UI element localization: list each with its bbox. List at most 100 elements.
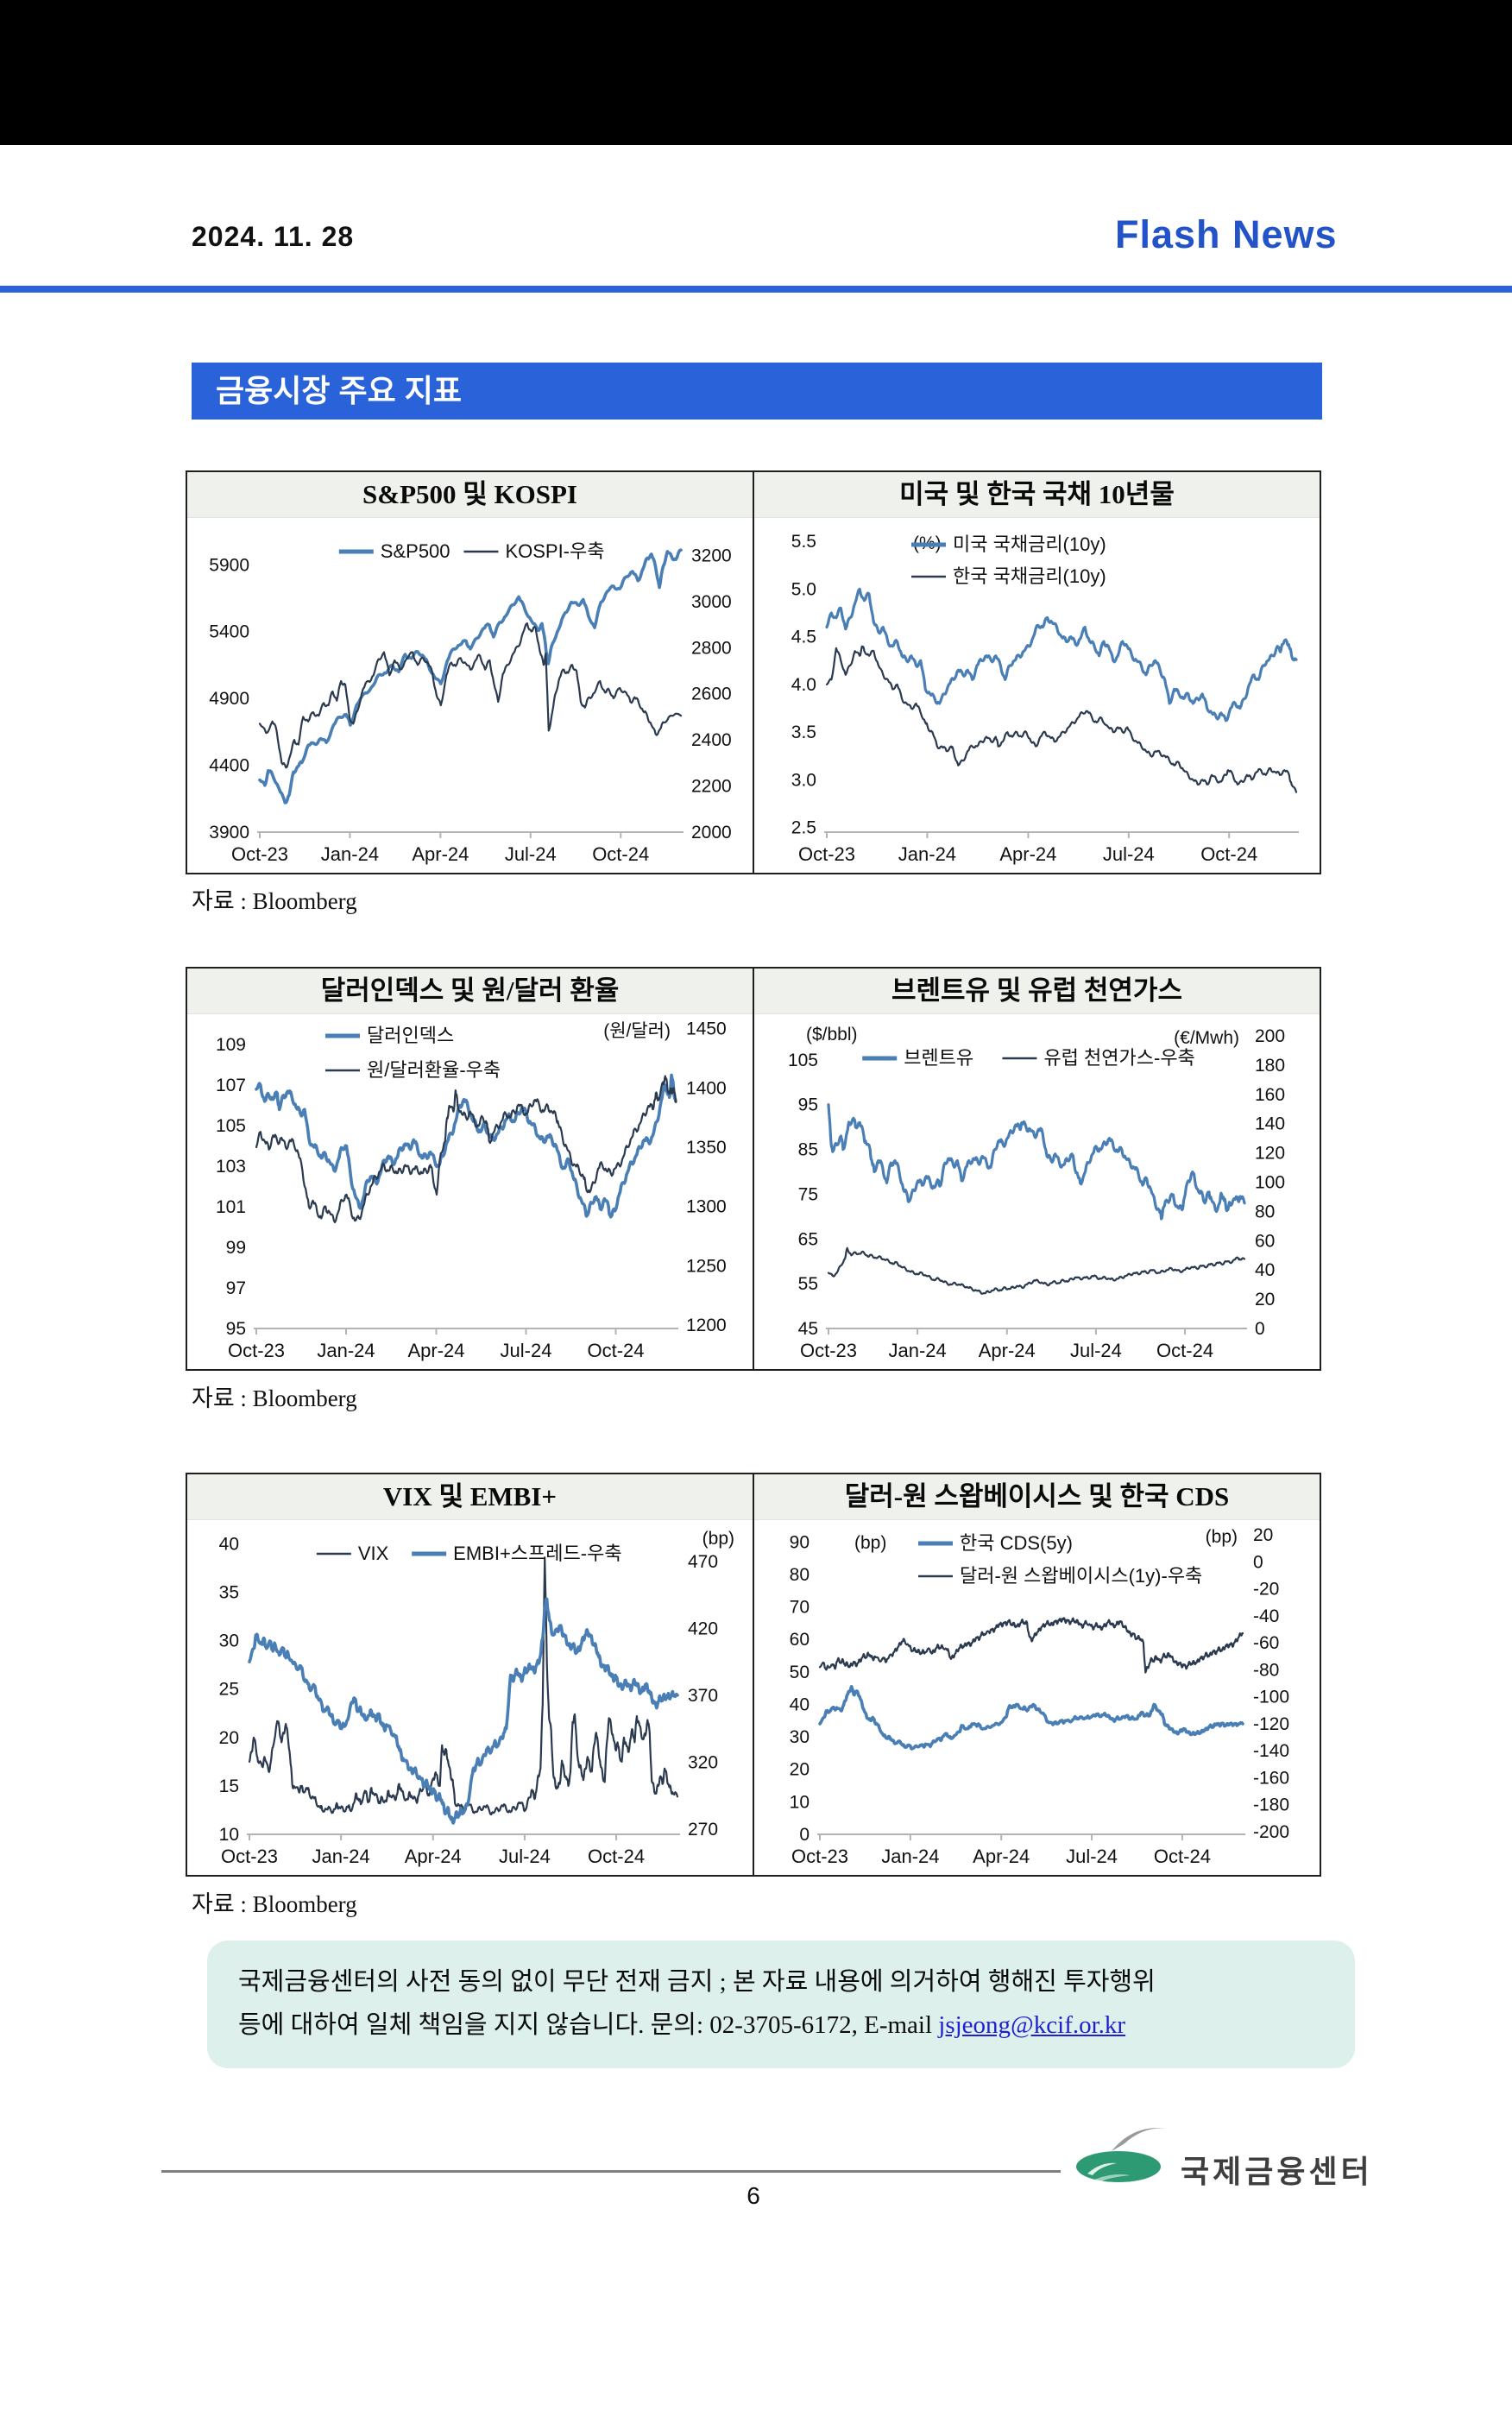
legend-label: S&P500 [381,540,450,562]
legend-label: 원/달러환율-우축 [367,1059,501,1081]
x-tick-label: Jul-24 [505,843,557,865]
right-tick-label: 0 [1255,1319,1265,1339]
left-tick-label: 45 [798,1319,818,1339]
x-tick-label: Apr-24 [999,843,1056,865]
brand-title: Flash News [1115,212,1338,256]
x-tick-label: Jul-24 [1066,1846,1118,1867]
left-tick-label: 95 [798,1095,818,1115]
section-title-bar: 금융시장 주요 지표 [192,363,1322,420]
right-tick-label: 1350 [686,1138,727,1158]
left-tick-label: 5900 [209,555,249,575]
chart-title: 달러인덱스 및 원/달러 환율 [187,969,753,1014]
series-line-미국 국채금리(10y) [825,587,1298,723]
right-tick-label: 3000 [691,592,732,612]
right-tick-label: 270 [688,1820,718,1840]
legend-label: EMBI+스프레드-우축 [453,1543,621,1564]
panel-us-kr-10y: 미국 및 한국 국채 10년물 Oct-23 Jan-24 Apr-24 Jul-24… [753,472,1320,873]
left-tick-label: 15 [219,1776,239,1796]
left-tick-label: 0 [799,1825,810,1845]
right-tick-label: 2800 [691,638,732,658]
right-tick-label: 2400 [691,730,732,750]
chart-canvas-vix-embi: Oct-23 Jan-24 Apr-24 Jul-24 Oct-24 40 35 30 25 20… [187,1520,753,1875]
right-tick-label: -60 [1253,1633,1279,1653]
series-line-KOSPI-우축 [258,622,683,769]
series-line-브렌트유 [827,1103,1246,1221]
series-line-EMBI+스프레드-우축 [248,1597,679,1825]
axis-unit-label: (bp) [702,1529,734,1549]
left-tick-label: 10 [790,1792,810,1812]
page-number: 6 [747,2182,760,2209]
footer-rule [161,2170,1061,2173]
kcif-logo-text: 국제금융센터 [1181,2154,1373,2189]
left-tick-label: 4400 [209,756,249,776]
axis-unit-label: (원/달러) [603,1021,671,1041]
x-tick-label: Apr-24 [407,1340,464,1361]
left-tick-label: 35 [219,1583,239,1603]
x-tick-label: Oct-23 [798,843,855,865]
chart-svg-us-kr-10y: Oct-23 Jan-24 Apr-24 Jul-24 Oct-24 5.5 5.0 4.5 4… [791,532,1299,865]
x-tick-label: Oct-24 [1156,1340,1213,1361]
right-tick-label: 1400 [686,1078,727,1098]
left-tick-label: 2.5 [791,817,816,837]
x-tick-label: Apr-24 [973,1846,1030,1867]
contact-email-link[interactable]: jsjeong@kcif.or.kr [938,2010,1126,2039]
chart-svg-vix-embi: Oct-23 Jan-24 Apr-24 Jul-24 Oct-24 40 35 30 25 20… [219,1529,734,1867]
right-tick-label: 200 [1255,1026,1285,1046]
left-tick-label: 20 [790,1760,810,1780]
x-tick-label: Apr-24 [405,1846,462,1867]
left-tick-label: 101 [216,1197,246,1217]
right-tick-label: 160 [1255,1085,1285,1105]
left-tick-label: 3.0 [791,770,816,790]
right-tick-label: -180 [1253,1795,1289,1815]
left-tick-label: 30 [790,1727,810,1747]
left-tick-label: 5.0 [791,579,816,599]
chart-title: 달러-원 스왑베이시스 및 한국 CDS [754,1474,1320,1520]
x-tick-label: Jan-24 [881,1846,939,1867]
right-tick-label: 1450 [686,1019,727,1039]
right-tick-label: 120 [1255,1144,1285,1164]
axis-unit-label: ($/bbl) [806,1025,858,1044]
left-tick-label: 25 [219,1680,239,1700]
right-tick-label: 2000 [691,823,732,842]
source-note: 자료 : Bloomberg [192,1891,357,1917]
right-tick-label: 420 [688,1619,718,1639]
series-line-유럽 천연가스-우축 [827,1246,1246,1295]
x-tick-label: Oct-24 [588,1846,645,1867]
left-tick-label: 109 [216,1035,246,1055]
x-tick-label: Apr-24 [412,843,469,865]
right-tick-label: 370 [688,1686,718,1706]
panel-dxy-krw: 달러인덱스 및 원/달러 환율 Oct-23 Jan-24 Apr-24 Jul-24… [187,969,753,1369]
axis-unit-label: (bp) [1206,1527,1238,1547]
left-tick-label: 5400 [209,622,249,642]
x-tick-label: Jan-24 [889,1340,947,1361]
left-tick-label: 70 [790,1598,810,1618]
right-tick-label: 0 [1253,1552,1263,1572]
left-tick-label: 20 [219,1728,239,1748]
right-tick-label: 2200 [691,777,732,797]
chart-svg-brent-gas: Oct-23 Jan-24 Apr-24 Jul-24 Oct-24 105 95 85 75 6… [788,1025,1285,1361]
left-tick-label: 105 [788,1051,818,1070]
header-rule [0,286,1512,293]
right-tick-label: 470 [688,1552,718,1572]
disclaimer-box: 국제금융센터의 사전 동의 없이 무단 전재 금지 ; 본 자료 내용에 의거하… [207,1941,1355,2068]
right-tick-label: -40 [1253,1606,1279,1626]
right-tick-label: -20 [1253,1580,1279,1600]
left-tick-label: 10 [219,1825,239,1845]
x-tick-label: Oct-23 [800,1340,857,1361]
x-tick-label: Jul-24 [1103,843,1155,865]
axis-unit-label: (bp) [854,1533,886,1553]
right-tick-label: 1200 [686,1316,727,1335]
series-line-한국 CDS(5y) [818,1685,1244,1751]
left-tick-label: 80 [790,1565,810,1585]
chart-canvas-spx-kospi: Oct-23 Jan-24 Apr-24 Jul-24 Oct-24 5900 5400 49… [187,518,753,873]
series-line-달러인덱스 [255,1073,677,1219]
legend-label: 달러인덱스 [367,1025,454,1046]
left-tick-label: 4900 [209,689,249,709]
right-tick-label: 100 [1255,1173,1285,1193]
series-line-한국 국채금리(10y) [825,645,1298,793]
legend-label: 유럽 천연가스-우축 [1043,1047,1194,1069]
left-tick-label: 4.0 [791,675,816,695]
left-tick-label: 95 [226,1319,246,1339]
legend-label: 브렌트유 [904,1047,973,1069]
